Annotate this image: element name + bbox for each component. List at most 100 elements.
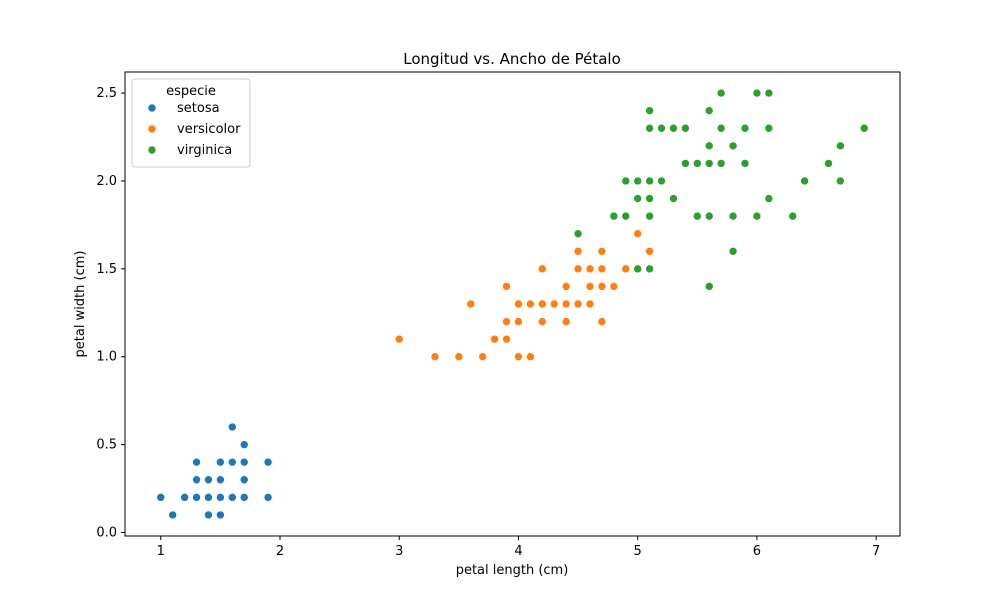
data-point-virginica: [657, 176, 666, 186]
data-point-versicolor: [514, 352, 523, 362]
data-point-virginica: [693, 211, 702, 221]
data-point-versicolor: [597, 317, 607, 326]
chart-title: Longitud vs. Ancho de Pétalo: [403, 50, 621, 68]
data-point-setosa: [192, 493, 201, 502]
data-point-virginica: [669, 194, 678, 203]
y-tick-label: 0.5: [96, 438, 117, 453]
data-point-versicolor: [585, 264, 595, 274]
data-point-setosa: [239, 475, 249, 485]
data-point-virginica: [836, 176, 845, 186]
x-tick-label: 5: [634, 544, 642, 559]
data-point-virginica: [752, 88, 762, 98]
data-point-versicolor: [549, 299, 559, 309]
data-point-virginica: [633, 194, 642, 203]
data-point-virginica: [645, 106, 654, 115]
data-point-setosa: [216, 510, 225, 520]
data-point-virginica: [836, 141, 845, 151]
series-setosa: [156, 422, 273, 520]
data-point-setosa: [228, 457, 237, 467]
legend: especie setosa versicolor virginica: [131, 78, 251, 168]
x-axis-ticks: 1 2 3 4 5 6 7: [157, 536, 880, 559]
data-point-virginica: [669, 123, 678, 133]
data-point-versicolor: [609, 282, 619, 291]
data-point-versicolor: [454, 352, 464, 362]
data-point-virginica: [764, 194, 774, 203]
x-tick-label: 2: [276, 544, 284, 559]
data-point-virginica: [645, 123, 654, 133]
legend-box: [131, 78, 251, 168]
data-point-versicolor: [573, 246, 583, 256]
data-point-versicolor: [597, 264, 607, 274]
data-point-versicolor: [526, 352, 535, 362]
data-point-virginica: [716, 123, 726, 133]
y-tick-label: 2.0: [96, 174, 117, 189]
y-tick-label: 0.0: [96, 525, 117, 540]
data-point-virginica: [800, 176, 809, 186]
data-point-setosa: [168, 510, 177, 520]
data-points: [156, 88, 869, 520]
data-point-virginica: [621, 176, 631, 186]
data-point-versicolor: [394, 334, 404, 344]
data-point-virginica: [728, 246, 738, 256]
legend-items: setosa versicolor virginica: [147, 101, 241, 158]
data-point-versicolor: [538, 299, 547, 309]
legend-label-virginica: virginica: [177, 143, 232, 158]
data-point-virginica: [716, 88, 726, 98]
data-point-setosa: [216, 457, 225, 467]
data-point-setosa: [239, 493, 249, 502]
plot-area: [124, 71, 901, 537]
data-point-versicolor: [561, 299, 571, 309]
data-point-versicolor: [478, 352, 487, 362]
data-point-setosa: [192, 457, 201, 467]
data-point-virginica: [704, 141, 714, 151]
data-point-virginica: [657, 123, 666, 133]
legend-marker-virginica: [147, 145, 157, 155]
data-point-virginica: [704, 106, 714, 115]
data-point-virginica: [764, 123, 774, 133]
legend-title: especie: [166, 84, 216, 99]
y-tick-label: 1.5: [96, 262, 117, 277]
data-point-setosa: [192, 475, 201, 485]
data-point-setosa: [263, 493, 273, 502]
data-point-versicolor: [585, 299, 595, 309]
data-point-virginica: [645, 194, 654, 203]
data-point-setosa: [239, 457, 249, 467]
data-point-virginica: [645, 176, 654, 186]
data-point-virginica: [609, 211, 619, 221]
data-point-virginica: [859, 123, 869, 133]
data-point-virginica: [716, 159, 726, 168]
data-point-versicolor: [514, 317, 523, 326]
data-point-versicolor: [538, 317, 547, 326]
data-point-virginica: [633, 176, 642, 186]
data-point-virginica: [752, 211, 762, 221]
data-point-setosa: [204, 475, 213, 485]
data-point-virginica: [621, 211, 631, 221]
y-tick-label: 2.5: [96, 86, 117, 101]
data-point-virginica: [824, 159, 833, 168]
data-point-setosa: [204, 493, 213, 502]
data-point-versicolor: [490, 334, 499, 344]
data-point-versicolor: [502, 282, 511, 291]
data-point-versicolor: [597, 246, 607, 256]
x-tick-label: 7: [872, 544, 880, 559]
y-axis-label: petal width (cm): [73, 251, 88, 358]
y-tick-label: 1.0: [96, 350, 117, 365]
data-point-versicolor: [573, 299, 583, 309]
data-point-versicolor: [597, 282, 607, 291]
x-tick-label: 4: [514, 544, 522, 559]
data-point-virginica: [728, 141, 738, 151]
legend-label-setosa: setosa: [177, 101, 220, 116]
data-point-virginica: [704, 159, 714, 168]
data-point-setosa: [263, 457, 273, 467]
data-point-virginica: [681, 123, 690, 133]
legend-label-versicolor: versicolor: [177, 122, 241, 137]
x-axis-label: petal length (cm): [456, 563, 569, 578]
x-tick-label: 6: [753, 544, 761, 559]
plot-frame: [124, 71, 901, 537]
data-point-versicolor: [621, 264, 631, 274]
data-point-virginica: [681, 159, 690, 168]
legend-marker-versicolor: [147, 124, 157, 134]
legend-marker-setosa: [147, 103, 157, 113]
series-virginica: [573, 88, 869, 291]
